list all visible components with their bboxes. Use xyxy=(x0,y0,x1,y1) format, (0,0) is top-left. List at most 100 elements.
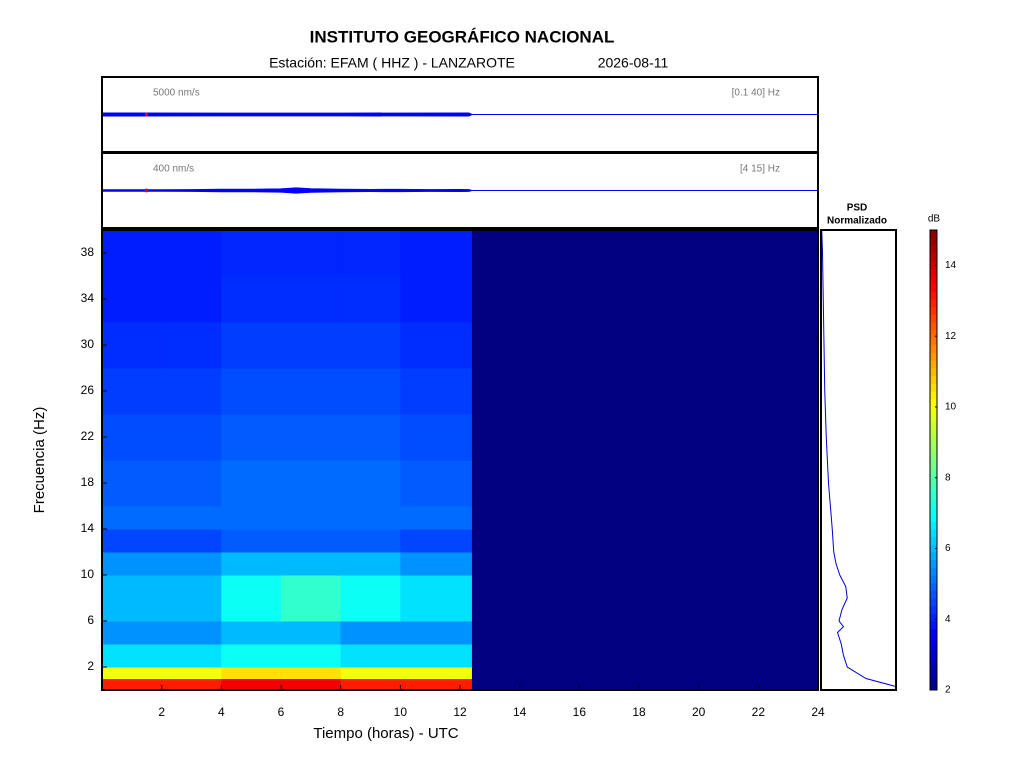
x-tick-label: 14 xyxy=(513,705,527,719)
heat-cell xyxy=(340,552,401,576)
heat-cell xyxy=(161,575,222,599)
colorbar-step xyxy=(930,406,937,415)
heatmap-frame xyxy=(101,229,819,691)
heat-cell xyxy=(340,460,401,507)
heat-cell xyxy=(281,506,342,530)
heat-cell xyxy=(161,414,222,461)
heat-cell xyxy=(221,678,282,691)
heat-cell xyxy=(102,460,163,507)
heat-cell xyxy=(102,552,163,576)
heat-cell xyxy=(471,460,819,507)
colorbar-step xyxy=(930,621,937,630)
y-tick-label: 6 xyxy=(87,613,94,627)
heat-cell xyxy=(281,621,342,645)
heat-cell xyxy=(221,506,282,530)
heat-cell xyxy=(161,667,222,679)
colorbar-step xyxy=(930,529,937,538)
heat-cell xyxy=(102,598,163,622)
heat-cell xyxy=(102,414,163,461)
trace-upper xyxy=(101,187,818,191)
heat-cell xyxy=(161,678,222,691)
colorbar-step xyxy=(930,536,937,545)
heat-cell xyxy=(281,230,342,277)
psd-subtitle: Normalizado xyxy=(827,216,887,227)
heat-cell xyxy=(340,414,401,461)
heat-cell xyxy=(340,506,401,530)
y-tick-label: 34 xyxy=(81,291,95,305)
heat-cell xyxy=(221,575,282,599)
x-tick-label: 24 xyxy=(811,705,825,719)
heat-cell xyxy=(221,322,282,369)
colorbar-step xyxy=(930,467,937,476)
heat-cell xyxy=(161,506,222,530)
colorbar-step xyxy=(930,283,937,292)
heat-cell xyxy=(281,276,342,323)
colorbar-step xyxy=(930,590,937,599)
colorbar-step xyxy=(930,659,937,668)
heat-cell xyxy=(161,644,222,668)
colorbar-step xyxy=(930,276,937,285)
psd-frame xyxy=(820,229,897,691)
heat-cell xyxy=(221,552,282,576)
heat-cell xyxy=(161,598,222,622)
heat-cell xyxy=(471,414,819,461)
colorbar-step xyxy=(930,352,937,361)
y-tick-label: 18 xyxy=(81,475,95,489)
colorbar-step xyxy=(930,230,937,239)
colorbar-step xyxy=(930,636,937,645)
heat-cell xyxy=(340,678,401,691)
colorbar-step xyxy=(930,644,937,653)
heat-cell xyxy=(102,644,163,668)
colorbar-step xyxy=(930,521,937,530)
heat-cell xyxy=(471,552,819,576)
heat-cell xyxy=(221,276,282,323)
heat-cell xyxy=(340,621,401,645)
colorbar-tick-label: 8 xyxy=(945,472,951,483)
title: INSTITUTO GEOGRÁFICO NACIONAL xyxy=(310,27,615,46)
heat-cell xyxy=(102,575,163,599)
y-tick-label: 2 xyxy=(87,659,94,673)
colorbar-step xyxy=(930,682,937,691)
colorbar-step xyxy=(930,651,937,660)
heat-cell xyxy=(400,414,473,461)
colorbar-step xyxy=(930,391,937,400)
colorbar-step xyxy=(930,575,937,584)
colorbar-step xyxy=(930,398,937,407)
heat-cell xyxy=(340,598,401,622)
colorbar-step xyxy=(930,582,937,591)
colorbar-step xyxy=(930,498,937,507)
heat-cell xyxy=(340,644,401,668)
heat-cell xyxy=(340,276,401,323)
x-tick-label: 10 xyxy=(394,705,408,719)
colorbar-step xyxy=(930,345,937,354)
colorbar-step xyxy=(930,483,937,492)
heat-cell xyxy=(471,598,819,622)
heat-cell xyxy=(281,414,342,461)
heat-cell xyxy=(400,621,473,645)
heat-cell xyxy=(102,506,163,530)
colorbar-step xyxy=(930,291,937,300)
heat-cell xyxy=(471,621,819,645)
x-tick-label: 22 xyxy=(752,705,766,719)
psd-title: PSD xyxy=(847,203,868,214)
x-tick-label: 2 xyxy=(158,705,165,719)
heat-cell xyxy=(471,322,819,369)
scale-label: 5000 nm/s xyxy=(153,88,200,99)
colorbar-tick-label: 2 xyxy=(945,685,951,696)
heat-cell xyxy=(102,276,163,323)
heat-cell xyxy=(221,598,282,622)
colorbar-step xyxy=(930,329,937,338)
heat-cell xyxy=(281,644,342,668)
heat-cell xyxy=(221,644,282,668)
heat-cell xyxy=(102,529,163,553)
colorbar-step xyxy=(930,360,937,369)
colorbar-tick-label: 10 xyxy=(945,402,957,413)
colorbar-step xyxy=(930,421,937,430)
heat-cell xyxy=(340,368,401,415)
heat-cell xyxy=(161,276,222,323)
heat-cell xyxy=(281,529,342,553)
x-tick-label: 16 xyxy=(573,705,587,719)
x-tick-label: 4 xyxy=(218,705,225,719)
trace-lower xyxy=(101,190,818,194)
